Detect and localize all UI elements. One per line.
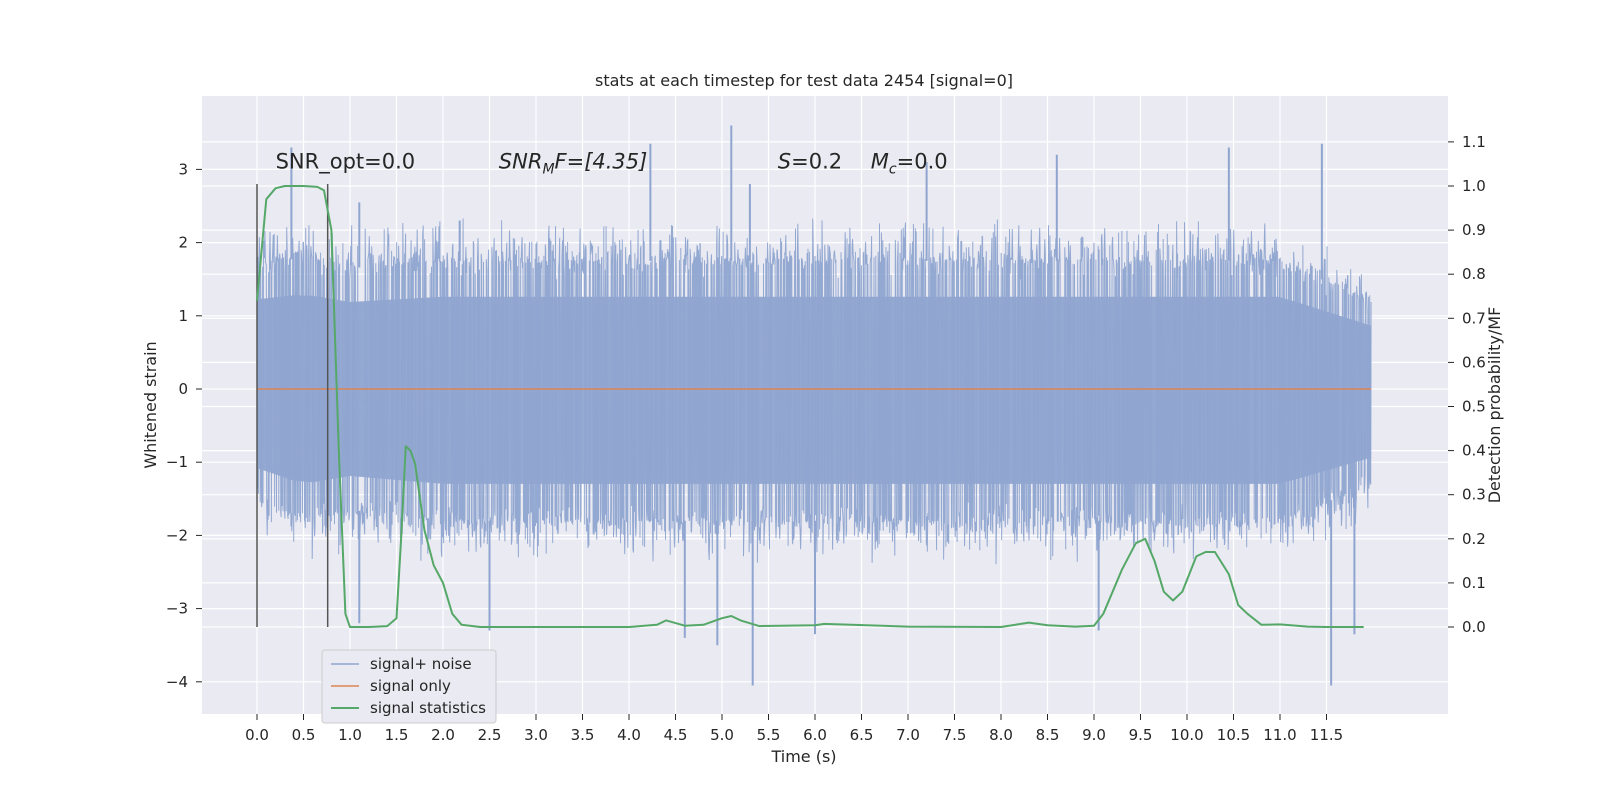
x-tick-label: 7.5: [943, 726, 967, 744]
signal-statistics-series: [256, 185, 1364, 628]
y2-tick-label: 0.5: [1462, 398, 1486, 416]
x-tick-label: 6.5: [850, 726, 874, 744]
y-tick-label: 1: [178, 307, 188, 325]
y2-tick-label: 0.2: [1462, 530, 1486, 548]
legend: signal+ noise signal only signal statist…: [321, 649, 497, 724]
x-tick-label: 11.5: [1310, 726, 1343, 744]
y-axis-label: Whitened strain: [141, 341, 160, 468]
y-tick-label: −3: [166, 600, 188, 618]
y2-axis-label: Detection probability/MF: [1485, 307, 1504, 504]
y2-tick-label: 0.1: [1462, 574, 1486, 592]
y2-tick-label: 0.3: [1462, 486, 1486, 504]
chart-title: stats at each timestep for test data 245…: [595, 71, 1013, 90]
y-tick-label: −4: [166, 673, 188, 691]
x-axis-ticks: 0.0 0.5 1.0 1.5 2.0 2.5 3.0 3.5 4.0 4.5 5.0 5.5 6.0 6…: [245, 714, 1343, 744]
signal-statistics-line: [256, 185, 1364, 628]
x-tick-label: 8.0: [989, 726, 1013, 744]
vertical-markers: [256, 184, 329, 627]
snr-mf-annotation: SNRMF=[4.35]: [499, 149, 648, 177]
y2-axis-ticks: 0.0 0.1 0.2 0.3 0.4 0.5 0.6 0.7 0.8 0.9 1.0 1.1: [1448, 133, 1486, 636]
y2-tick-label: 0.6: [1462, 353, 1486, 371]
x-tick-label: 10.5: [1217, 726, 1250, 744]
x-tick-label: 9.5: [1129, 726, 1153, 744]
y-axis-ticks: −4 −3 −2 −1 0 1 2 3: [166, 160, 202, 691]
x-tick-label: 1.5: [385, 726, 409, 744]
legend-label-signal-only: signal only: [370, 677, 451, 695]
annotations: SNR_opt=0.0 SNRMF=[4.35] S=0.2 Mc=0.0: [276, 149, 948, 177]
y2-tick-label: 1.1: [1462, 133, 1486, 151]
legend-label-signal-statistics: signal statistics: [370, 699, 486, 717]
x-axis-label: Time (s): [770, 747, 836, 766]
s-annotation: S=0.2: [778, 149, 842, 173]
y-tick-label: 2: [178, 234, 188, 252]
signal-noise-line: [256, 218, 1372, 565]
y-tick-label: 0: [178, 380, 188, 398]
x-tick-label: 2.0: [431, 726, 455, 744]
legend-label-signal-noise: signal+ noise: [370, 655, 472, 673]
x-tick-label: 5.0: [710, 726, 734, 744]
x-tick-label: 2.5: [478, 726, 502, 744]
x-tick-label: 6.0: [803, 726, 827, 744]
x-tick-label: 7.0: [896, 726, 920, 744]
y2-tick-label: 0.0: [1462, 618, 1486, 636]
x-tick-label: 1.0: [338, 726, 362, 744]
mc-annotation: Mc=0.0: [871, 149, 948, 177]
y-tick-label: −1: [166, 453, 188, 471]
y2-tick-label: 0.9: [1462, 221, 1486, 239]
legend-box: [321, 649, 497, 724]
x-tick-label: 3.5: [571, 726, 595, 744]
y2-tick-label: 1.0: [1462, 177, 1486, 195]
x-tick-label: 8.5: [1036, 726, 1060, 744]
x-tick-label: 10.0: [1170, 726, 1203, 744]
x-tick-label: 3.0: [524, 726, 548, 744]
x-tick-label: 9.0: [1082, 726, 1106, 744]
y-tick-label: 3: [178, 160, 188, 178]
y2-tick-label: 0.4: [1462, 442, 1486, 460]
x-tick-label: 5.5: [757, 726, 781, 744]
y-tick-label: −2: [166, 526, 188, 544]
x-tick-label: 0.5: [292, 726, 316, 744]
snr-opt-annotation: SNR_opt=0.0: [276, 149, 416, 174]
x-tick-label: 11.0: [1263, 726, 1296, 744]
x-tick-label: 0.0: [245, 726, 269, 744]
y2-tick-label: 0.7: [1462, 309, 1486, 327]
x-tick-label: 4.5: [664, 726, 688, 744]
x-tick-label: 4.0: [617, 726, 641, 744]
y2-tick-label: 0.8: [1462, 265, 1486, 283]
